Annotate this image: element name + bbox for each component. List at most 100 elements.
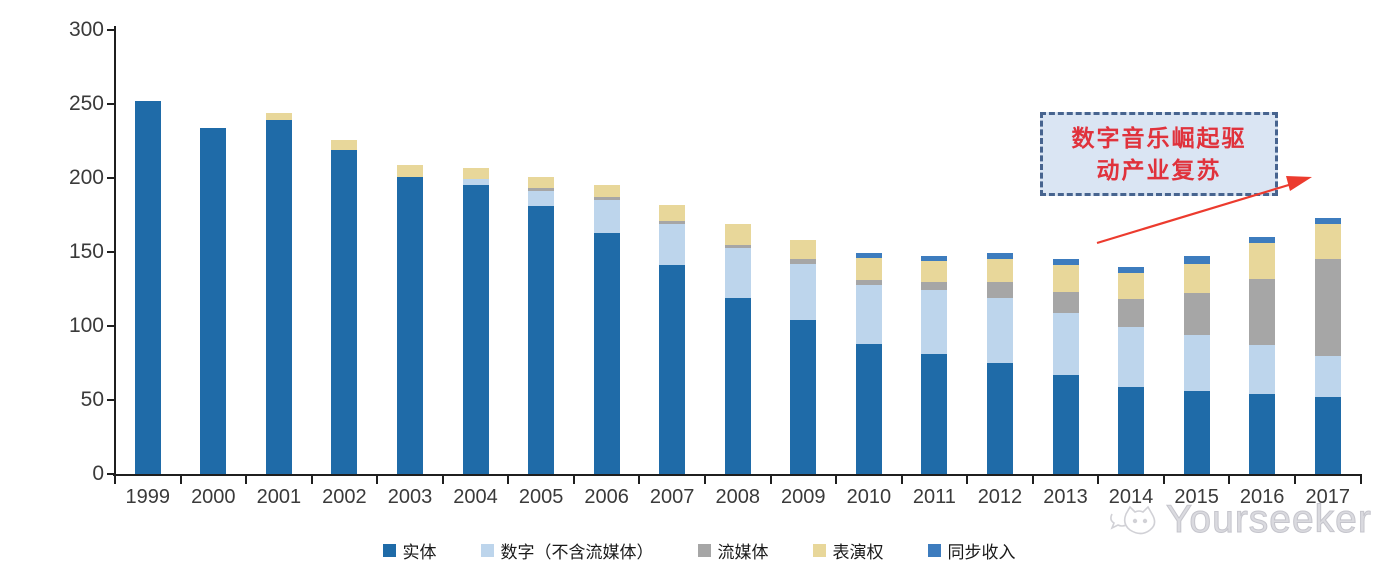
bar-segment-performance-rights — [462, 167, 489, 180]
bar-segment-physical — [593, 232, 620, 474]
bar-segment-sync-revenue — [855, 253, 882, 258]
x-axis-tick-mark — [1228, 476, 1231, 484]
y-axis-tick-label: 50 — [80, 388, 104, 411]
legend-item-performance-rights: 表演权 — [812, 538, 884, 563]
bar-segment-performance-rights — [790, 240, 817, 260]
bar-segment-performance-rights — [593, 185, 620, 198]
x-axis-year-label: 2007 — [649, 486, 695, 508]
y-axis-tick-mark — [107, 29, 115, 31]
y-axis-tick-label: 100 — [68, 314, 104, 337]
y-axis-line — [114, 26, 116, 476]
bar-segment-performance-rights — [1052, 265, 1079, 292]
bar-segment-performance-rights — [724, 223, 751, 245]
y-axis-tick-mark — [107, 473, 115, 475]
x-axis-tick-mark — [1359, 476, 1362, 484]
x-axis-year-label: 2011 — [912, 486, 956, 508]
bar-segment-streaming — [528, 188, 555, 192]
bar-segment-performance-rights — [855, 257, 882, 281]
legend-item-streaming: 流媒体 — [697, 538, 769, 563]
x-axis-tick-mark — [376, 476, 379, 484]
bar-segment-digital-ex-streaming — [921, 290, 948, 355]
bar-segment-streaming — [593, 197, 620, 201]
legend: 实体 数字（不含流媒体） 流媒体 表演权 同步收入 — [0, 538, 1398, 563]
yourseeker-logo-icon — [1110, 505, 1156, 535]
bar-segment-streaming — [1249, 278, 1276, 346]
x-axis-year-label: 2014 — [1108, 486, 1154, 508]
bar-segment-digital-ex-streaming — [528, 191, 555, 207]
x-axis-year-label: 2000 — [191, 486, 236, 508]
x-axis-tick-mark — [900, 476, 903, 484]
bar-segment-streaming — [659, 220, 686, 224]
legend-swatch-physical — [382, 544, 396, 557]
bar-segment-physical — [134, 101, 161, 474]
bar-segment-sync-revenue — [1183, 256, 1210, 264]
bar-segment-physical — [396, 176, 423, 474]
bar-segment-physical — [1183, 391, 1210, 474]
bar-segment-physical — [1052, 374, 1079, 474]
watermark-text: Yourseeker — [1166, 498, 1372, 542]
legend-swatch-streaming — [697, 544, 711, 557]
bar-segment-performance-rights — [659, 204, 686, 221]
x-axis-year-label: 2010 — [846, 486, 892, 508]
bar-segment-streaming — [790, 259, 817, 264]
bar-segment-physical — [1249, 394, 1276, 474]
bar-segment-streaming — [921, 281, 948, 291]
bar-segment-performance-rights — [986, 259, 1013, 282]
x-axis-line — [113, 474, 1362, 476]
bar-segment-digital-ex-streaming — [593, 200, 620, 233]
bar-segment-physical — [265, 120, 292, 474]
x-axis-tick-mark — [179, 476, 182, 484]
annotation-callout: 数字音乐崛起驱 动产业复苏 — [1040, 112, 1278, 196]
bar-segment-digital-ex-streaming — [790, 263, 817, 321]
bar-segment-performance-rights — [331, 139, 358, 150]
bar-segment-streaming — [1118, 299, 1145, 328]
x-axis-tick-mark — [114, 476, 116, 484]
x-axis-year-label: 2009 — [781, 486, 826, 508]
x-axis-tick-mark — [638, 476, 641, 484]
bar-segment-physical — [659, 265, 686, 474]
bar-segment-digital-ex-streaming — [724, 247, 751, 298]
x-axis-year-label: 2017 — [1305, 486, 1350, 508]
bar-segment-digital-ex-streaming — [1314, 355, 1341, 398]
y-axis-tick-mark — [107, 325, 115, 327]
bar-segment-performance-rights — [528, 176, 555, 189]
bar-segment-physical — [200, 127, 227, 474]
bar-segment-streaming — [855, 280, 882, 285]
bar-segment-digital-ex-streaming — [1118, 327, 1145, 387]
legend-swatch-performance-rights — [812, 544, 826, 557]
bar-segment-sync-revenue — [1314, 217, 1341, 224]
bar-segment-physical — [790, 320, 817, 474]
y-axis-tick-label: 200 — [68, 166, 104, 189]
bar-segment-performance-rights — [1183, 263, 1210, 294]
y-axis-tick-mark — [107, 177, 115, 179]
y-axis-tick-mark — [107, 399, 115, 401]
bar-segment-streaming — [1314, 259, 1341, 356]
bar-segment-sync-revenue — [1118, 266, 1145, 273]
bar-segment-streaming — [1052, 291, 1079, 313]
legend-item-sync-revenue: 同步收入 — [927, 538, 1016, 563]
y-axis-tick-label: 300 — [68, 18, 104, 41]
bar-segment-physical — [462, 185, 489, 474]
y-axis-tick-label: 250 — [68, 92, 104, 115]
annotation-text-line2: 动产业复苏 — [1096, 157, 1222, 183]
bar-segment-performance-rights — [1249, 243, 1276, 279]
bar-segment-digital-ex-streaming — [659, 223, 686, 266]
bar-segment-physical — [331, 149, 358, 474]
bar-segment-sync-revenue — [1052, 259, 1079, 266]
x-axis-year-label: 2004 — [453, 486, 498, 508]
legend-label-sync-revenue: 同步收入 — [947, 543, 1016, 562]
legend-label-physical: 实体 — [402, 543, 437, 562]
bar-segment-physical — [528, 206, 555, 474]
legend-label-digital-ex-streaming: 数字（不含流媒体） — [500, 543, 654, 562]
x-axis-year-label: 2012 — [977, 486, 1023, 508]
legend-label-performance-rights: 表演权 — [832, 543, 884, 562]
bar-segment-physical — [724, 297, 751, 474]
x-axis-year-label: 2016 — [1239, 486, 1285, 508]
legend-label-streaming: 流媒体 — [717, 543, 769, 562]
x-axis-tick-mark — [966, 476, 969, 484]
bar-segment-streaming — [1183, 293, 1210, 335]
annotation-text-line1: 数字音乐崛起驱 — [1071, 125, 1247, 151]
x-axis-tick-mark — [507, 476, 510, 484]
